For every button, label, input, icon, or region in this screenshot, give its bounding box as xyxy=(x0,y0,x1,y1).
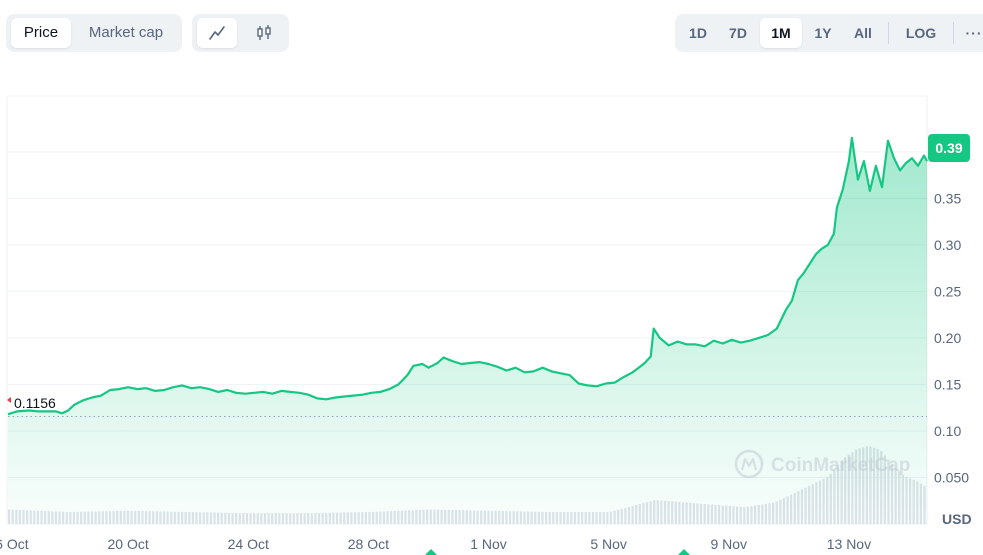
watermark: CoinMarketCap xyxy=(734,449,910,479)
price-line xyxy=(7,136,928,416)
watermark-text: CoinMarketCap xyxy=(771,455,910,476)
range-7d-button[interactable]: 7D xyxy=(729,25,747,41)
svg-text:0.1156: 0.1156 xyxy=(14,395,56,411)
y-tick-label: 0.25 xyxy=(934,283,961,299)
y-tick-label: 0.30 xyxy=(934,237,961,253)
y-tick-label: 0.050 xyxy=(934,469,969,485)
range-1m-button[interactable]: 1M xyxy=(760,18,802,48)
x-tick-label: 24 Oct xyxy=(228,536,269,552)
y-tick-label: 0.35 xyxy=(934,190,961,206)
x-tick-label: 1 Nov xyxy=(470,536,507,552)
y-tick-label: 0.15 xyxy=(934,376,961,392)
candlestick-button[interactable] xyxy=(244,18,284,48)
coinmarketcap-logo-icon xyxy=(734,449,764,479)
time-range-group: 1D 7D 1M 1Y All LOG ··· xyxy=(675,14,983,52)
price-area-fill xyxy=(8,137,927,524)
x-tick-label: 9 Nov xyxy=(710,536,747,552)
log-scale-button[interactable]: LOG xyxy=(905,25,937,41)
line-chart-button[interactable] xyxy=(197,18,237,48)
chart-type-group xyxy=(192,14,289,52)
toolbar-divider xyxy=(888,22,889,44)
range-all-button[interactable]: All xyxy=(854,25,872,41)
toolbar-divider xyxy=(953,22,954,44)
x-tick-label: 16 Oct xyxy=(0,536,29,552)
candlestick-icon xyxy=(257,25,271,40)
x-tick-label: 20 Oct xyxy=(108,536,149,552)
metric-tab-group: Price Market cap xyxy=(6,14,182,52)
x-tick-label: 28 Oct xyxy=(348,536,389,552)
x-tick-label: 13 Nov xyxy=(827,536,871,552)
svg-text:0.39: 0.39 xyxy=(935,140,962,156)
more-options-button[interactable]: ··· xyxy=(965,25,983,41)
currency-label: USD xyxy=(942,511,972,527)
y-tick-label: 0.20 xyxy=(934,330,961,346)
start-price-label: 0.1156 xyxy=(7,395,56,411)
event-marker-icon xyxy=(678,549,690,555)
start-marker-icon xyxy=(7,397,11,403)
range-1d-button[interactable]: 1D xyxy=(689,25,707,41)
tab-price[interactable]: Price xyxy=(11,18,71,48)
range-1y-button[interactable]: 1Y xyxy=(814,25,832,41)
y-tick-label: 0.10 xyxy=(934,423,961,439)
tab-market-cap[interactable]: Market cap xyxy=(88,24,164,41)
line-chart-icon xyxy=(209,26,225,40)
x-tick-label: 5 Nov xyxy=(590,536,627,552)
current-price-badge: 0.39 xyxy=(928,134,970,162)
event-marker-icon xyxy=(425,549,437,555)
